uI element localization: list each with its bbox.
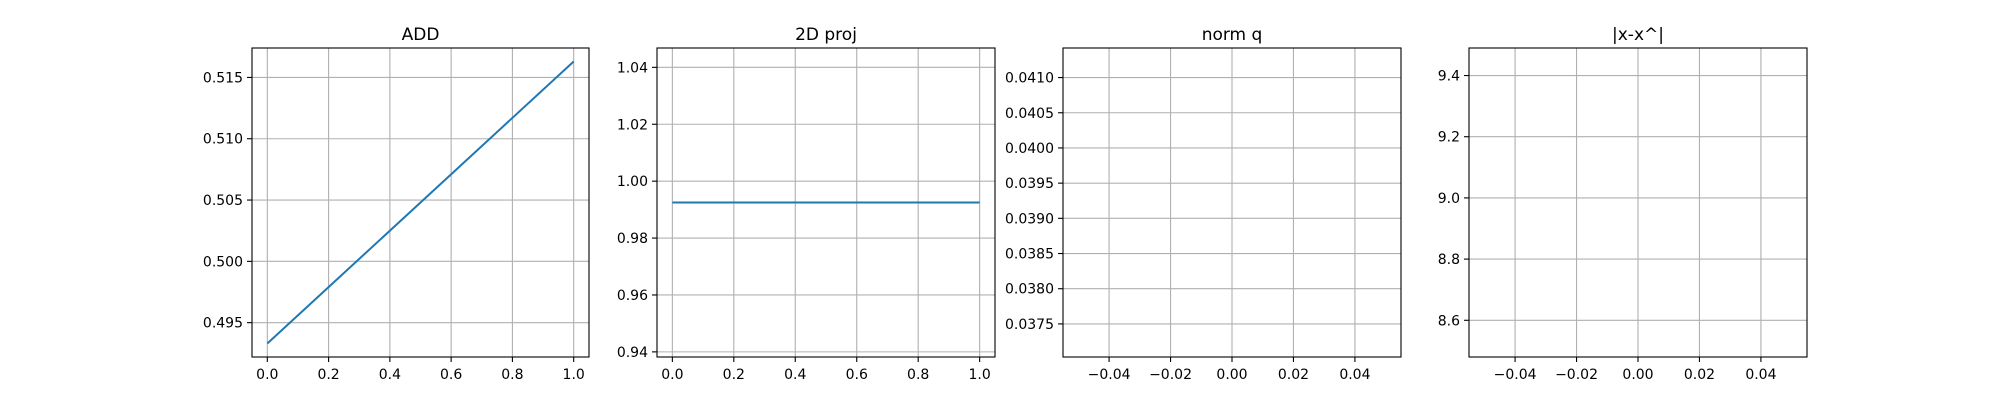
x-tick-label: 0.2 bbox=[723, 367, 745, 383]
y-tick-label: 0.0400 bbox=[1005, 141, 1054, 157]
x-tick-label: 0.6 bbox=[440, 367, 462, 383]
y-tick-label: 9.4 bbox=[1438, 69, 1460, 85]
x-tick-label: 0.8 bbox=[501, 367, 523, 383]
x-tick-label: 0.04 bbox=[1745, 367, 1776, 383]
y-tick-label: 0.510 bbox=[203, 132, 243, 148]
y-tick-label: 0.495 bbox=[203, 316, 243, 332]
y-tick-label: 0.0410 bbox=[1005, 71, 1054, 87]
x-tick-label: 1.0 bbox=[563, 367, 585, 383]
y-tick-label: 9.2 bbox=[1438, 130, 1460, 146]
y-tick-label: 9.0 bbox=[1438, 191, 1460, 207]
y-tick-label: 8.8 bbox=[1438, 252, 1460, 268]
chart-title: ADD bbox=[402, 25, 440, 45]
x-tick-label: 0.0 bbox=[256, 367, 278, 383]
y-tick-label: 0.0385 bbox=[1005, 247, 1054, 263]
subplot-add: 0.0 0.2 0.4 0.6 0.8 1.0 0.495 0.500 0.505 0.510 0.… bbox=[203, 25, 590, 383]
chart-title: norm q bbox=[1202, 25, 1263, 45]
y-tick-label: 1.02 bbox=[617, 117, 648, 133]
y-tick-label: 0.96 bbox=[617, 288, 648, 304]
x-tick-label: 0.4 bbox=[379, 367, 401, 383]
y-tick-label: 1.00 bbox=[617, 174, 648, 190]
x-tick-label: 0.00 bbox=[1216, 367, 1247, 383]
x-tick-label: 0.2 bbox=[317, 367, 339, 383]
y-tick-label: 0.0395 bbox=[1005, 176, 1054, 192]
chart-title: |x-x^| bbox=[1612, 25, 1664, 45]
y-tick-label: 0.0405 bbox=[1005, 106, 1054, 122]
subplot-norm-q: −0.04 −0.02 0.00 0.02 0.04 0.0375 0.0380 0.0385… bbox=[1005, 25, 1402, 383]
x-tick-label: 0.02 bbox=[1684, 367, 1715, 383]
x-tick-label: 0.0 bbox=[661, 367, 683, 383]
y-tick-label: 0.0380 bbox=[1005, 282, 1054, 298]
y-tick-label: 0.0375 bbox=[1005, 317, 1054, 333]
axes-frame bbox=[656, 47, 996, 358]
subplot-2d-proj: 0.0 0.2 0.4 0.6 0.8 1.0 0.94 0.96 0.98 1.00 1.02 1.… bbox=[617, 25, 996, 383]
x-tick-label: −0.04 bbox=[1088, 367, 1131, 383]
x-tick-label: 0.4 bbox=[784, 367, 806, 383]
y-tick-label: 0.98 bbox=[617, 231, 648, 247]
x-tick-label: 0.00 bbox=[1622, 367, 1653, 383]
chart-title: 2D proj bbox=[795, 25, 857, 45]
x-tick-label: 0.6 bbox=[846, 367, 868, 383]
x-tick-label: −0.04 bbox=[1494, 367, 1537, 383]
y-tick-label: 1.04 bbox=[617, 60, 648, 76]
x-tick-label: 0.04 bbox=[1339, 367, 1370, 383]
x-tick-label: −0.02 bbox=[1555, 367, 1598, 383]
x-tick-label: 1.0 bbox=[969, 367, 991, 383]
x-tick-label: −0.02 bbox=[1149, 367, 1192, 383]
x-tick-label: 0.02 bbox=[1278, 367, 1309, 383]
y-tick-label: 0.515 bbox=[203, 70, 243, 86]
axes-frame bbox=[251, 47, 590, 358]
y-tick-label: 0.94 bbox=[617, 345, 648, 361]
y-tick-label: 0.500 bbox=[203, 254, 243, 270]
y-tick-label: 8.6 bbox=[1438, 313, 1460, 329]
series-line bbox=[266, 60, 575, 345]
subplot-abs-error: −0.04 −0.02 0.00 0.02 0.04 8.6 8.8 9.0 9.2 9.4 |x-… bbox=[1438, 25, 1808, 383]
y-tick-label: 0.505 bbox=[203, 193, 243, 209]
y-tick-label: 0.0390 bbox=[1005, 211, 1054, 227]
x-tick-label: 0.8 bbox=[907, 367, 929, 383]
